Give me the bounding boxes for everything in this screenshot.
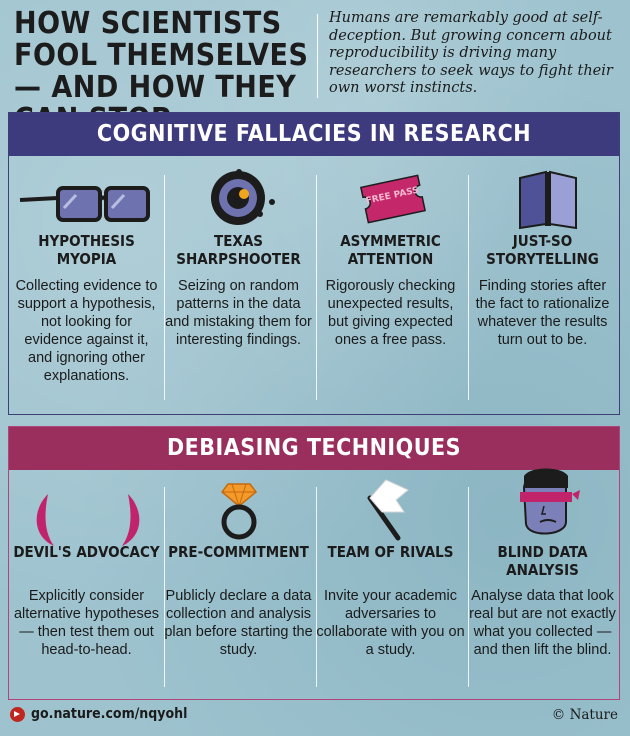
techniques-heading: DEBIASING TECHNIQUES: [9, 427, 619, 470]
fallacy-asymmetric-attention: FREE PASS ASYMMETRIC ATTENTION Rigorousl…: [314, 156, 467, 406]
header: HOW SCIENTISTS FOOL THEMSELVES — AND HOW…: [0, 0, 630, 136]
technique-description: Analyse data that look real but are not …: [469, 588, 616, 658]
fallacies-panel: COGNITIVE FALLACIES IN RESEARCH HYPOTHES…: [8, 112, 620, 415]
fallacy-title: JUST-SO STORYTELLING: [486, 232, 599, 268]
target-icon: [211, 169, 275, 225]
column-divider: [316, 175, 317, 400]
technique-devils-advocacy: DEVIL'S ADVOCACY Explicitly consider alt…: [10, 470, 163, 695]
fallacy-texas-sharpshooter: TEXAS SHARPSHOOTER Seizing on random pat…: [162, 156, 315, 406]
fallacy-title: ASYMMETRIC ATTENTION: [340, 232, 441, 268]
technique-team-of-rivals: TEAM OF RIVALS Invite your academic adve…: [314, 470, 467, 695]
fallacy-description: Rigorously checking unexpected results, …: [325, 278, 456, 348]
technique-title: PRE-COMMITMENT: [168, 543, 309, 561]
devil-horns-icon: [36, 494, 140, 546]
fallacy-title: HYPOTHESIS MYOPIA: [38, 232, 135, 268]
footer-link[interactable]: go.nature.com/nqyohl: [10, 706, 187, 722]
column-divider: [468, 487, 469, 687]
technique-blind-data-analysis: BLIND DATA ANALYSIS Analyse data that lo…: [466, 468, 619, 695]
fallacy-description: Seizing on random patterns in the data a…: [165, 278, 312, 348]
technique-description: Publicly declare a data collection and a…: [164, 588, 313, 658]
techniques-panel: DEBIASING TECHNIQUES DEVIL'S ADVOCACY Ex…: [8, 426, 620, 700]
technique-title: DEVIL'S ADVOCACY: [13, 543, 160, 561]
fallacy-description: Collecting evidence to support a hypothe…: [15, 278, 158, 384]
blindfold-face-icon: [520, 468, 580, 535]
header-divider: [317, 14, 318, 98]
footer-link-text[interactable]: go.nature.com/nqyohl: [31, 706, 188, 722]
column-divider: [164, 487, 165, 687]
book-icon: [519, 170, 577, 230]
technique-title: TEAM OF RIVALS: [327, 543, 454, 561]
technique-description: Explicitly consider alternative hypothes…: [13, 588, 160, 658]
arrow-circle-icon: [10, 706, 25, 722]
page-subtitle: Humans are remarkably good at self-decep…: [329, 10, 613, 96]
fallacy-just-so-storytelling: JUST-SO STORYTELLING Finding stories aft…: [466, 156, 619, 406]
copyright-credit: © Nature: [551, 707, 618, 723]
technique-pre-commitment: PRE-COMMITMENT Publicly declare a data c…: [162, 470, 315, 695]
column-divider: [164, 175, 165, 400]
column-divider: [316, 487, 317, 687]
ticket-icon: FREE PASS: [360, 174, 426, 224]
technique-title: BLIND DATA ANALYSIS: [497, 543, 588, 579]
glasses-icon: [19, 186, 150, 222]
flag-icon: [367, 479, 409, 541]
fallacy-title: TEXAS SHARPSHOOTER: [176, 232, 301, 268]
fallacies-heading: COGNITIVE FALLACIES IN RESEARCH: [9, 113, 619, 156]
ring-icon: [220, 483, 258, 540]
page-title: HOW SCIENTISTS FOOL THEMSELVES — AND HOW…: [14, 6, 309, 136]
column-divider: [468, 175, 469, 400]
fallacy-hypothesis-myopia: HYPOTHESIS MYOPIA Collecting evidence to…: [10, 156, 163, 406]
technique-description: Invite your academic adversaries to coll…: [316, 588, 465, 658]
fallacy-description: Finding stories after the fact to ration…: [475, 278, 610, 348]
